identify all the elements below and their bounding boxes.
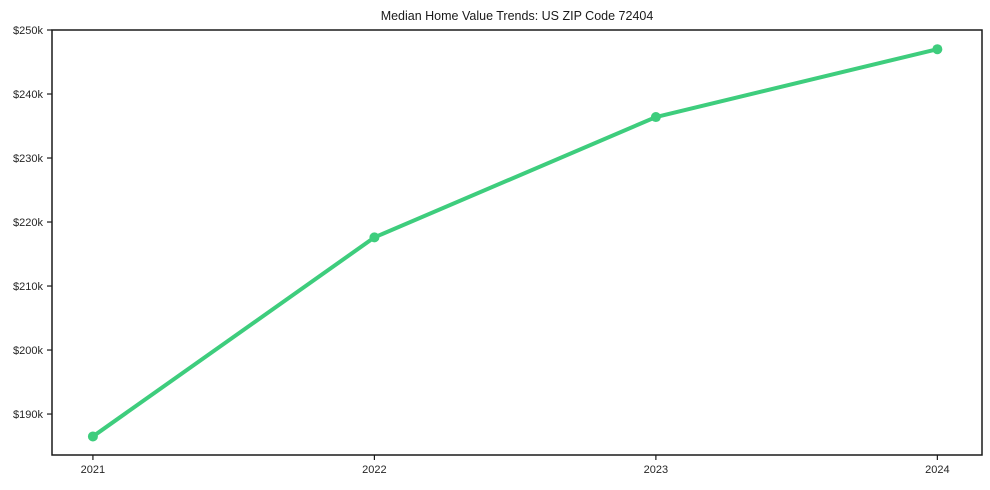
y-axis-tick-label: $200k xyxy=(13,345,43,357)
x-axis-tick-label: 2021 xyxy=(81,464,105,476)
y-axis-tick-label: $240k xyxy=(13,89,43,101)
y-axis-tick-label: $230k xyxy=(13,153,43,165)
x-axis-tick-label: 2023 xyxy=(644,464,668,476)
data-point xyxy=(932,44,943,55)
plot-area: $190k $200k $210k $220k $230k $240k $250k 2021 2… xyxy=(13,25,983,476)
data-point xyxy=(650,112,661,123)
chart-title: Median Home Value Trends: US ZIP Code 72… xyxy=(381,9,654,23)
x-axis-tick-label: 2022 xyxy=(362,464,386,476)
data-point xyxy=(369,232,380,243)
y-axis-tick-label: $210k xyxy=(13,281,43,293)
trend-line xyxy=(90,47,940,439)
data-point xyxy=(87,431,98,442)
y-axis-tick-label: $220k xyxy=(13,217,43,229)
y-axis-tick-label: $190k xyxy=(13,409,43,421)
x-axis-tick-label: 2024 xyxy=(925,464,949,476)
y-axis-tick-label: $250k xyxy=(13,25,43,37)
plot-border xyxy=(51,29,983,456)
